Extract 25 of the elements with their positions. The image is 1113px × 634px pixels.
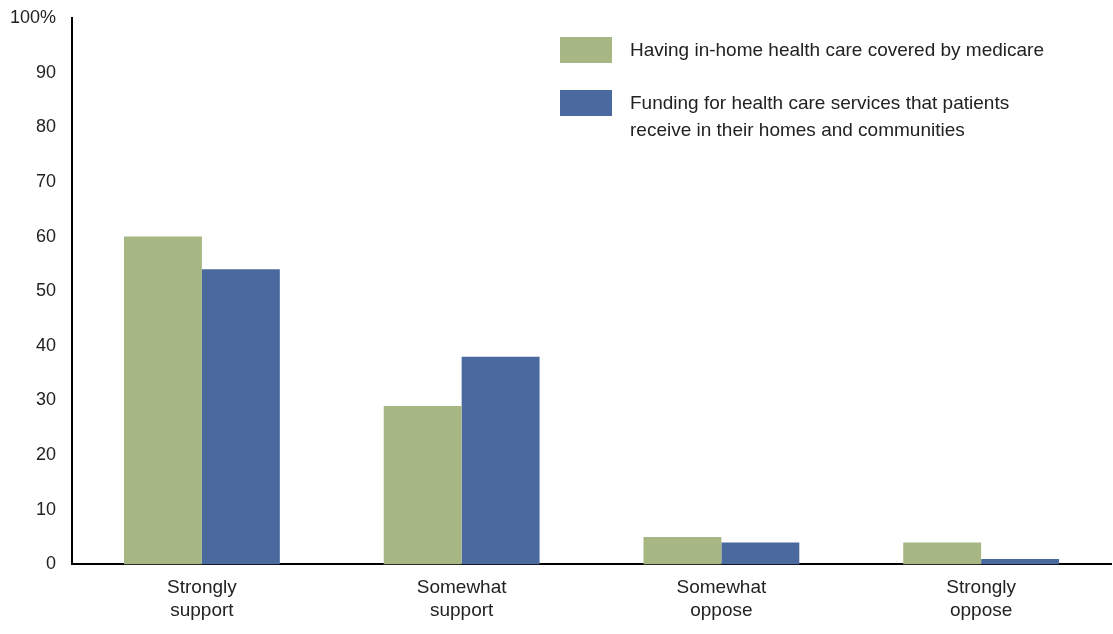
x-tick-label: Somewhat oppose [676, 576, 767, 620]
x-tick-label: Somewhat support [416, 576, 508, 620]
bar [721, 542, 800, 565]
bar [461, 356, 540, 565]
y-tick-label: 100% [9, 6, 57, 27]
bar [981, 558, 1060, 565]
bar [383, 405, 462, 565]
bar [123, 236, 202, 565]
y-tick-label: 40 [36, 334, 57, 355]
bar [903, 542, 982, 565]
bar [643, 537, 722, 565]
y-tick-label: 30 [36, 389, 57, 410]
y-tick-label: 80 [36, 116, 57, 137]
y-tick-label: 10 [36, 498, 57, 519]
y-tick-label: 90 [36, 61, 57, 82]
legend-label: Funding for health care services that patients receive in their homes and communities [630, 91, 1011, 142]
x-tick-label: Strongly support [167, 576, 238, 620]
x-tick-label: Strongly oppose [946, 576, 1017, 620]
bar [201, 269, 280, 565]
y-tick-label: 70 [36, 170, 57, 191]
y-tick-label: 50 [36, 280, 57, 301]
legend-label: Having in-home health care covered by medicare [630, 38, 1045, 62]
y-tick-label: 60 [36, 225, 57, 246]
y-tick-label: 0 [46, 553, 57, 574]
y-tick-label: 20 [36, 444, 57, 465]
